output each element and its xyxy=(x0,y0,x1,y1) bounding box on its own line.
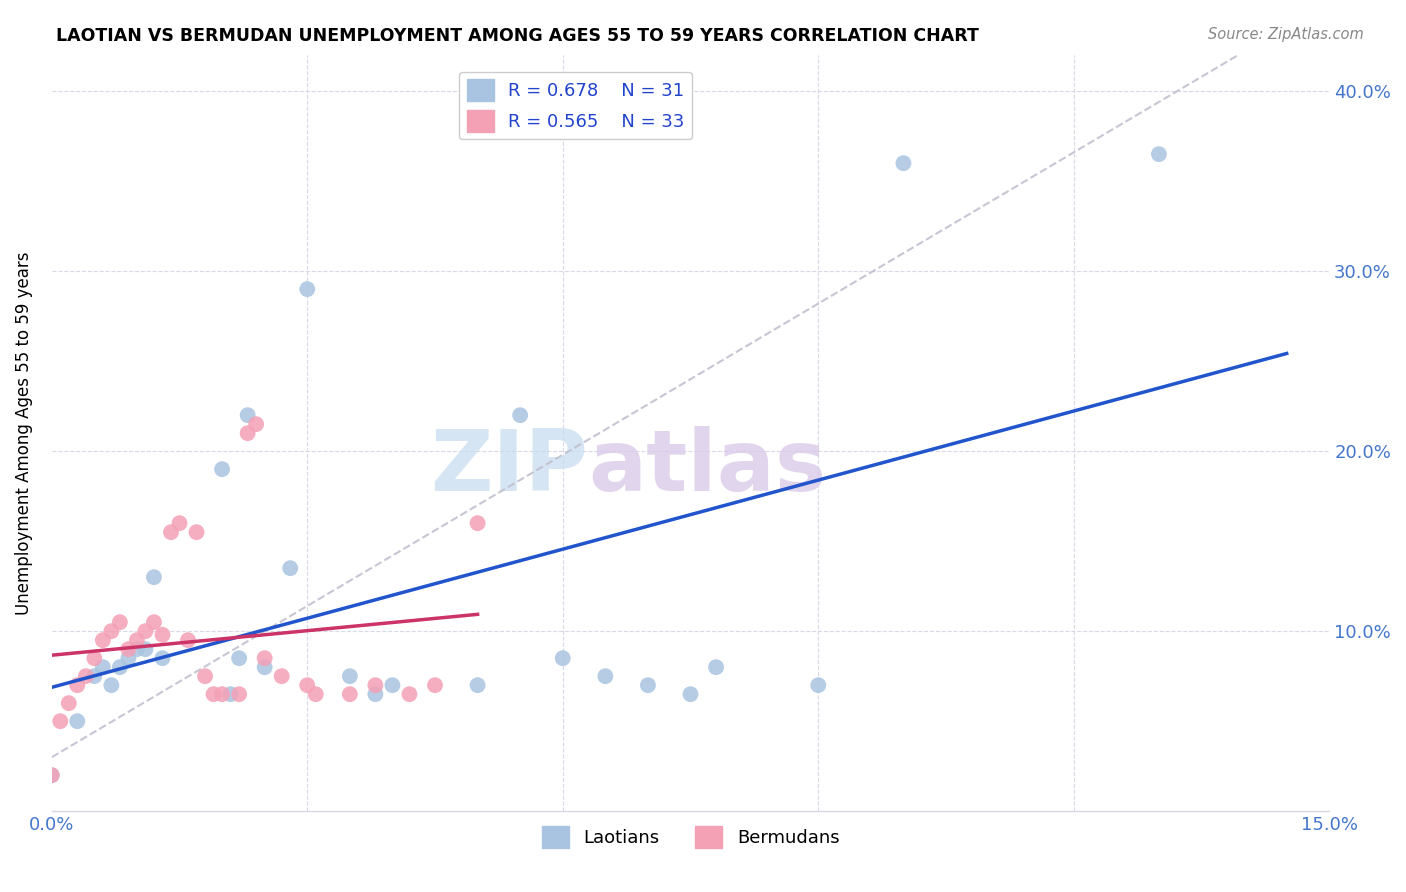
Point xyxy=(211,687,233,701)
Point xyxy=(1147,147,1170,161)
Point xyxy=(186,525,208,540)
Point xyxy=(236,408,259,422)
Point xyxy=(467,678,489,692)
Point xyxy=(551,651,574,665)
Point xyxy=(108,615,131,630)
Point xyxy=(297,678,319,692)
Point xyxy=(245,417,267,432)
Point xyxy=(91,633,114,648)
Point xyxy=(66,678,89,692)
Point xyxy=(117,642,139,657)
Point xyxy=(236,426,259,441)
Point xyxy=(41,768,63,782)
Point xyxy=(108,660,131,674)
Point xyxy=(595,669,617,683)
Point xyxy=(704,660,727,674)
Point xyxy=(305,687,328,701)
Point xyxy=(509,408,531,422)
Point xyxy=(83,669,105,683)
Point xyxy=(177,633,200,648)
Point xyxy=(467,516,489,531)
Point xyxy=(211,462,233,476)
Point xyxy=(75,669,97,683)
Point xyxy=(202,687,225,701)
Point xyxy=(142,570,165,584)
Point xyxy=(41,768,63,782)
Point xyxy=(152,651,174,665)
Point xyxy=(228,651,250,665)
Y-axis label: Unemployment Among Ages 55 to 59 years: Unemployment Among Ages 55 to 59 years xyxy=(15,252,32,615)
Point xyxy=(100,624,122,639)
Point xyxy=(679,687,702,701)
Point xyxy=(270,669,292,683)
Point xyxy=(339,687,361,701)
Point xyxy=(142,615,165,630)
Point xyxy=(134,624,156,639)
Point xyxy=(117,651,139,665)
Text: ZIP: ZIP xyxy=(430,425,588,508)
Text: LAOTIAN VS BERMUDAN UNEMPLOYMENT AMONG AGES 55 TO 59 YEARS CORRELATION CHART: LAOTIAN VS BERMUDAN UNEMPLOYMENT AMONG A… xyxy=(56,27,979,45)
Point xyxy=(91,660,114,674)
Point xyxy=(381,678,404,692)
Text: atlas: atlas xyxy=(588,425,827,508)
Point xyxy=(278,561,301,575)
Point xyxy=(194,669,217,683)
Point xyxy=(66,714,89,729)
Point xyxy=(893,156,915,170)
Point xyxy=(125,642,148,657)
Point xyxy=(228,687,250,701)
Point xyxy=(339,669,361,683)
Point xyxy=(219,687,242,701)
Point xyxy=(364,687,387,701)
Point xyxy=(297,282,319,296)
Point xyxy=(160,525,183,540)
Point xyxy=(83,651,105,665)
Point xyxy=(423,678,446,692)
Point xyxy=(364,678,387,692)
Point xyxy=(637,678,659,692)
Point xyxy=(398,687,420,701)
Point xyxy=(58,696,80,710)
Point xyxy=(169,516,191,531)
Point xyxy=(125,633,148,648)
Point xyxy=(134,642,156,657)
Legend: Laotians, Bermudans: Laotians, Bermudans xyxy=(534,819,846,855)
Point xyxy=(100,678,122,692)
Text: Source: ZipAtlas.com: Source: ZipAtlas.com xyxy=(1208,27,1364,42)
Point xyxy=(253,660,276,674)
Point xyxy=(49,714,72,729)
Point xyxy=(807,678,830,692)
Point xyxy=(253,651,276,665)
Point xyxy=(152,628,174,642)
